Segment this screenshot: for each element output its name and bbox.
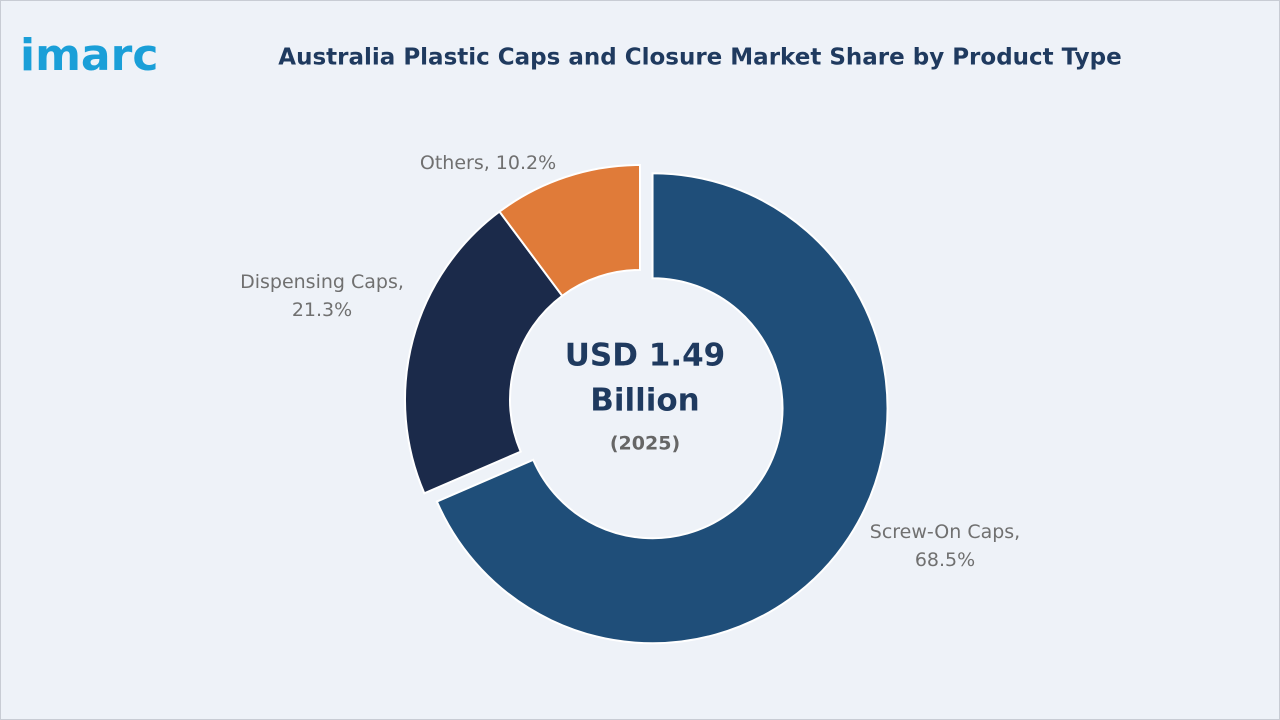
- slice: [435, 172, 889, 645]
- category-label: Others,: [420, 152, 490, 174]
- logo: imarc: [20, 30, 158, 81]
- value-label: 10.2%: [496, 152, 556, 174]
- center-value: USD 1.49: [565, 338, 726, 374]
- data-label: Others, 10.2%: [420, 152, 556, 174]
- value-label: 21.3%: [292, 299, 352, 321]
- data-label: Screw-On Caps, 68.5%: [870, 521, 1020, 571]
- category-label: Dispensing Caps,: [240, 271, 404, 293]
- chart-title: Australia Plastic Caps and Closure Marke…: [278, 45, 1121, 71]
- slice: [498, 163, 641, 298]
- donut: [404, 163, 889, 645]
- center-value: Billion: [590, 383, 700, 419]
- data-label: Dispensing Caps, 21.3%: [240, 271, 404, 321]
- value-label: 68.5%: [915, 549, 975, 571]
- center-year: (2025): [610, 433, 680, 455]
- slice: [404, 210, 564, 495]
- category-label: Screw-On Caps,: [870, 521, 1020, 543]
